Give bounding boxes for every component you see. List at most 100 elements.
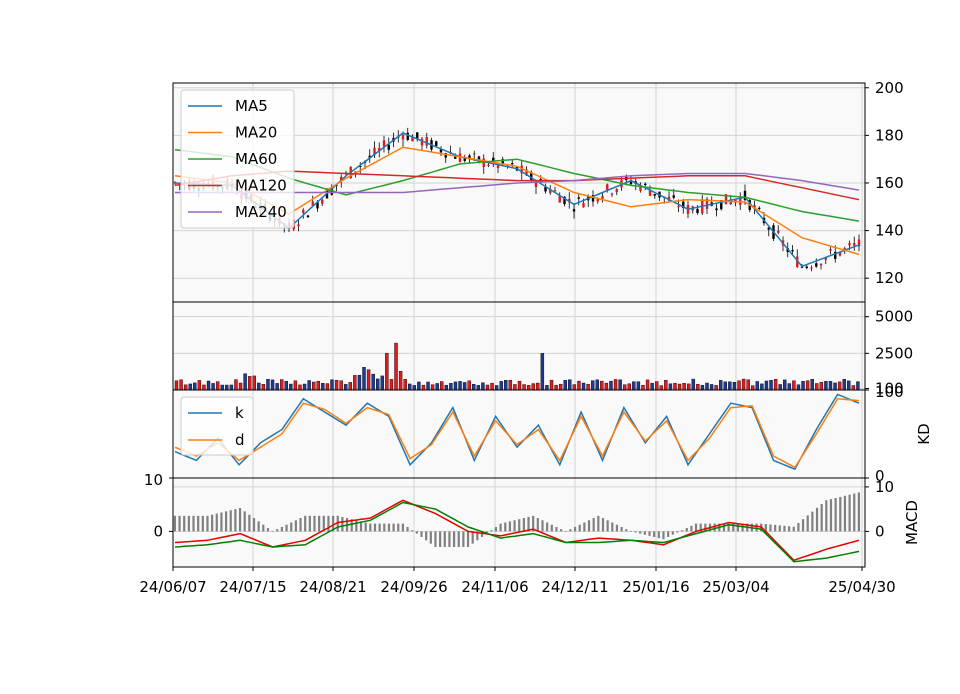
macd-hist-bar <box>434 531 437 547</box>
macd-hist-bar <box>201 515 204 532</box>
macd-hist-bar <box>494 526 498 532</box>
volume-bar <box>380 375 384 391</box>
macd-hist-bar <box>262 524 265 532</box>
macd-hist-bar <box>601 518 605 532</box>
volume-bar <box>536 382 540 391</box>
volume-bar <box>732 382 737 391</box>
candle-body <box>743 190 747 201</box>
macd-hist-bar <box>611 522 614 532</box>
macd-hist-bar <box>857 492 860 532</box>
candle-body <box>824 257 827 260</box>
candle-body <box>644 183 647 185</box>
macd-hist-bar <box>597 515 600 532</box>
candle-body <box>582 203 585 208</box>
candle-body <box>425 137 428 146</box>
kd-legend-label-k: k <box>235 404 244 422</box>
candle-body <box>492 157 495 163</box>
candle-body <box>715 208 718 211</box>
candle-body <box>454 156 457 159</box>
candle-body <box>544 187 547 192</box>
macd-hist-bar <box>792 526 795 532</box>
macd-hist-bar <box>322 515 325 532</box>
volume-bar <box>595 379 599 391</box>
volume-bar <box>783 379 787 391</box>
volume-bar <box>490 382 494 391</box>
macd-hist-bar <box>397 523 400 532</box>
macd-hist-bar <box>499 523 502 532</box>
volume-bar <box>650 382 654 391</box>
macd-hist-bar <box>490 530 493 532</box>
candle-body <box>553 190 557 192</box>
volume-bar <box>677 383 682 391</box>
candle-body <box>321 199 324 204</box>
candle-body <box>753 205 756 209</box>
volume-bar <box>563 380 567 391</box>
macd-hist-bar <box>853 493 856 532</box>
macd-hist-bar <box>425 531 428 541</box>
candle-body <box>758 207 761 209</box>
macd-hist-bar <box>783 525 786 532</box>
candle-body <box>606 184 609 191</box>
volume-bar <box>481 382 485 391</box>
macd-hist-bar <box>229 510 232 532</box>
volume-bar <box>769 380 773 391</box>
volume-bar <box>728 381 732 391</box>
candle-body <box>767 227 770 230</box>
macd-hist-bar <box>429 531 432 544</box>
volume-bar <box>618 379 622 391</box>
candle-body <box>667 196 671 201</box>
volume-bar <box>435 383 439 391</box>
macd-hist-bar <box>806 515 809 532</box>
volume-bar <box>211 383 215 391</box>
macd-hist-bar <box>280 526 284 532</box>
macd-hist-bar <box>797 522 800 532</box>
macd-hist-bar <box>541 520 544 532</box>
volume-bar <box>787 383 792 391</box>
candle-body <box>511 163 514 165</box>
candle-body <box>696 208 699 214</box>
macd-hist-bar <box>439 531 442 547</box>
volume-bar <box>371 373 375 391</box>
volume-bar <box>279 379 284 391</box>
volume-bar <box>755 381 760 391</box>
macd-hist-bar <box>443 531 446 547</box>
volume-bar <box>444 384 449 391</box>
legend-label-ma20: MA20 <box>235 124 277 142</box>
volume-bar <box>847 380 851 391</box>
volume-bar <box>723 381 727 391</box>
macd-hist-bar <box>401 523 404 532</box>
candle-body <box>672 195 675 198</box>
candle-body <box>444 153 447 158</box>
macd-hist-bar <box>290 522 293 532</box>
volume-bar <box>206 380 211 391</box>
macd-hist-bar <box>420 531 423 537</box>
volume-bar <box>252 375 256 391</box>
candle-body <box>520 165 523 174</box>
volume-bar <box>696 383 700 391</box>
macd-hist-bar <box>341 516 344 532</box>
volume-bar <box>494 385 499 391</box>
macd-hist-bar <box>736 523 740 532</box>
candle-body <box>311 201 314 206</box>
volume-bar <box>243 373 247 391</box>
macd-hist-bar <box>606 520 609 532</box>
volume-bar <box>229 384 234 391</box>
volume-bar <box>302 383 307 391</box>
volume-bar <box>773 379 778 391</box>
macd-ytick-label: 0 <box>875 522 885 540</box>
volume-bar <box>485 384 490 391</box>
kd-line-d <box>174 398 860 469</box>
macd-hist-bar <box>234 509 237 532</box>
x-tick-label: 24/09/26 <box>380 578 447 596</box>
kd-ytick-label: 100 <box>875 383 904 401</box>
volume-bar <box>687 383 691 391</box>
macd-hist-bar <box>332 515 335 532</box>
volume-bar <box>307 380 311 391</box>
macd-ytick-label: 10 <box>875 478 894 496</box>
price-ytick-label: 200 <box>875 79 904 97</box>
price-ytick-label: 120 <box>875 269 904 287</box>
macd-hist-bar <box>243 511 246 532</box>
macd-hist-bar <box>732 523 735 532</box>
macd-hist-bar <box>187 515 190 532</box>
